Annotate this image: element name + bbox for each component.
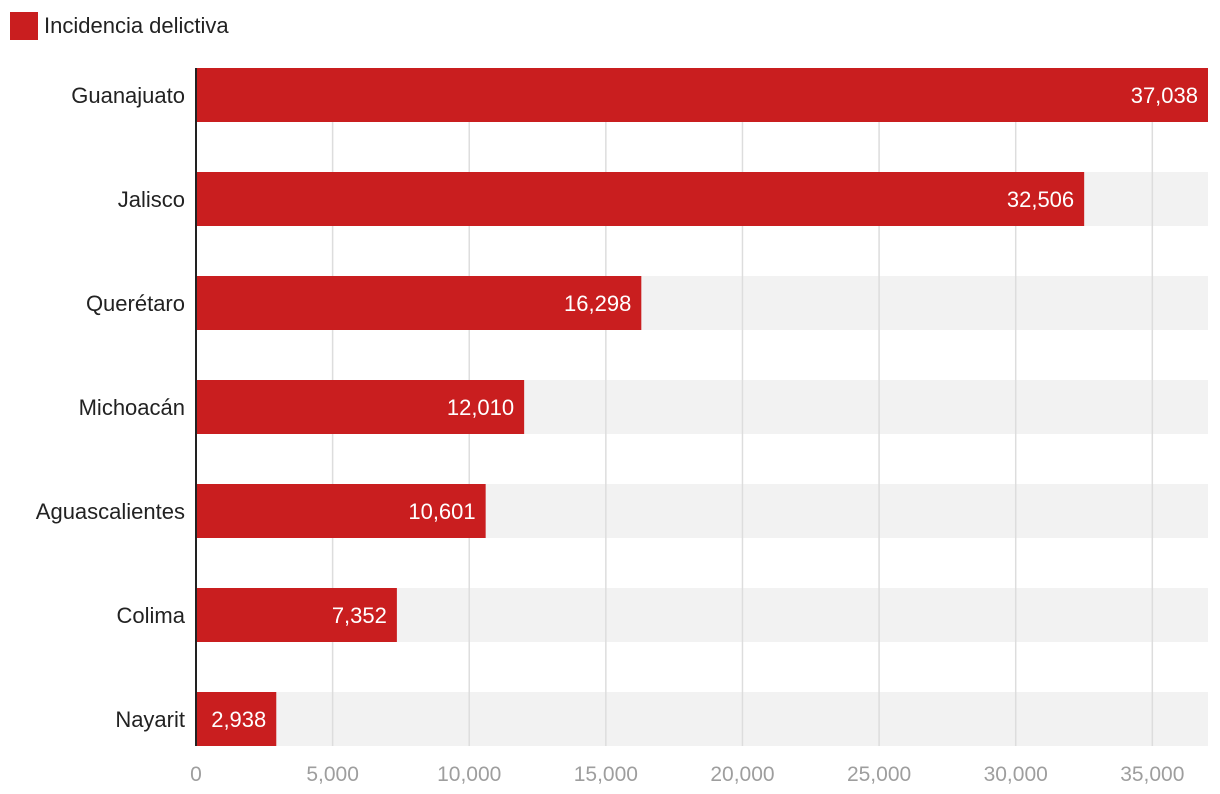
category-label: Nayarit xyxy=(115,707,185,732)
x-tick-label: 20,000 xyxy=(710,763,774,786)
category-label: Querétaro xyxy=(86,291,185,316)
x-tick-label: 0 xyxy=(190,763,202,786)
x-tick-label: 35,000 xyxy=(1120,763,1184,786)
legend-label: Incidencia delictiva xyxy=(44,13,229,38)
bar xyxy=(196,276,642,330)
bar xyxy=(196,172,1085,226)
category-label: Colima xyxy=(117,603,186,628)
legend: Incidencia delictiva xyxy=(10,12,229,40)
bar xyxy=(196,484,486,538)
bar xyxy=(196,68,1208,122)
data-label: 12,010 xyxy=(447,395,514,420)
bar xyxy=(196,380,525,434)
x-tick-label: 25,000 xyxy=(847,763,911,786)
category-label: Aguascalientes xyxy=(36,499,185,524)
row-band xyxy=(196,692,1208,746)
data-label: 10,601 xyxy=(408,499,475,524)
x-tick-label: 10,000 xyxy=(437,763,501,786)
category-label: Michoacán xyxy=(79,395,185,420)
data-label: 2,938 xyxy=(211,707,266,732)
data-label: 37,038 xyxy=(1131,83,1198,108)
x-tick-label: 5,000 xyxy=(306,763,359,786)
bar xyxy=(196,692,277,746)
legend-swatch xyxy=(10,12,38,40)
category-label: Jalisco xyxy=(118,187,185,212)
bar xyxy=(196,588,397,642)
data-label: 7,352 xyxy=(332,603,387,628)
data-label: 32,506 xyxy=(1007,187,1074,212)
x-tick-label: 15,000 xyxy=(574,763,638,786)
data-label: 16,298 xyxy=(564,291,631,316)
category-label: Guanajuato xyxy=(71,83,185,108)
x-tick-label: 30,000 xyxy=(984,763,1048,786)
